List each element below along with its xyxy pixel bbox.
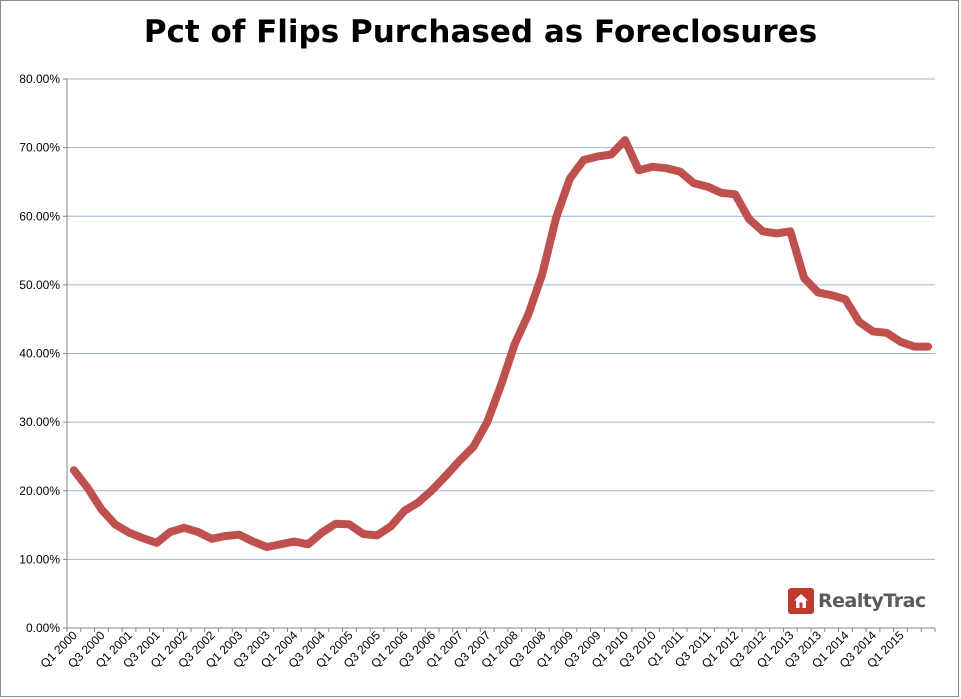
- series-line: [69, 136, 933, 551]
- data-point: [624, 139, 626, 142]
- data-point: [651, 165, 654, 168]
- data-point: [155, 541, 158, 544]
- data-point: [596, 155, 599, 158]
- data-point: [389, 525, 392, 528]
- data-point: [872, 330, 874, 333]
- data-point: [334, 522, 337, 525]
- data-point: [86, 487, 89, 490]
- data-point: [720, 191, 723, 194]
- grid-lines: [67, 78, 935, 560]
- series-layer: [69, 136, 933, 551]
- y-tick-label: 40.00%: [19, 347, 60, 361]
- data-point: [761, 230, 764, 233]
- y-tick-label: 70.00%: [19, 141, 60, 155]
- house-icon: [788, 588, 814, 614]
- data-point: [789, 230, 792, 233]
- data-point: [458, 459, 461, 462]
- data-point: [100, 508, 103, 511]
- data-point: [444, 474, 447, 477]
- logo-text: RealtyTrac: [818, 590, 926, 612]
- data-point: [431, 489, 434, 492]
- y-tick-label: 30.00%: [19, 415, 60, 429]
- data-point: [472, 445, 475, 448]
- data-point: [293, 540, 296, 543]
- y-tick-label: 10.00%: [19, 552, 60, 566]
- data-point: [568, 177, 571, 180]
- data-point: [734, 193, 737, 196]
- data-point: [885, 331, 888, 334]
- data-point: [555, 216, 558, 219]
- data-point: [348, 523, 351, 526]
- data-point: [128, 531, 130, 534]
- data-point: [527, 312, 530, 315]
- y-tick-label: 20.00%: [19, 484, 60, 498]
- y-tick-label: 80.00%: [19, 72, 60, 86]
- data-point: [417, 501, 420, 504]
- data-point: [582, 158, 585, 161]
- data-point: [858, 320, 861, 323]
- data-point: [279, 543, 282, 546]
- data-point: [706, 185, 709, 188]
- data-point: [899, 340, 902, 343]
- data-point: [320, 531, 323, 534]
- data-point: [403, 509, 406, 512]
- data-point: [637, 169, 640, 172]
- data-point: [169, 530, 172, 533]
- y-tick-label: 50.00%: [19, 278, 60, 292]
- data-point: [196, 530, 199, 533]
- data-point: [72, 469, 75, 472]
- data-point: [803, 277, 806, 280]
- data-point: [692, 182, 695, 185]
- realtytrac-logo: RealtyTrac: [788, 587, 926, 615]
- data-point: [927, 345, 930, 348]
- data-point: [830, 294, 833, 297]
- data-point: [376, 534, 378, 537]
- data-point: [210, 537, 213, 540]
- data-point: [224, 535, 227, 538]
- data-point: [665, 167, 668, 170]
- data-point: [913, 345, 916, 348]
- data-point: [748, 217, 750, 220]
- data-point: [114, 523, 117, 526]
- data-point: [252, 540, 254, 543]
- data-point: [486, 421, 489, 424]
- data-point: [610, 153, 613, 156]
- y-tick-label: 0.00%: [26, 621, 60, 635]
- data-point: [141, 537, 144, 540]
- logo-text-trac: Trac: [883, 590, 926, 612]
- data-point: [679, 170, 682, 173]
- data-point: [362, 532, 365, 535]
- data-point: [541, 272, 544, 275]
- data-point: [238, 533, 241, 536]
- data-point: [265, 546, 268, 549]
- data-point: [844, 298, 847, 301]
- y-tick-label: 60.00%: [19, 209, 60, 223]
- data-point: [816, 291, 819, 294]
- chart-title: Pct of Flips Purchased as Foreclosures: [143, 14, 818, 50]
- y-axis: 0.00% 10.00% 20.00% 30.00% 40.00% 50.00% 60.00…: [19, 72, 68, 635]
- logo-text-realty: Realty: [818, 590, 884, 612]
- data-point: [513, 342, 516, 345]
- data-point: [307, 543, 310, 546]
- data-point: [775, 232, 778, 235]
- data-point: [183, 526, 186, 529]
- data-point: [500, 384, 502, 387]
